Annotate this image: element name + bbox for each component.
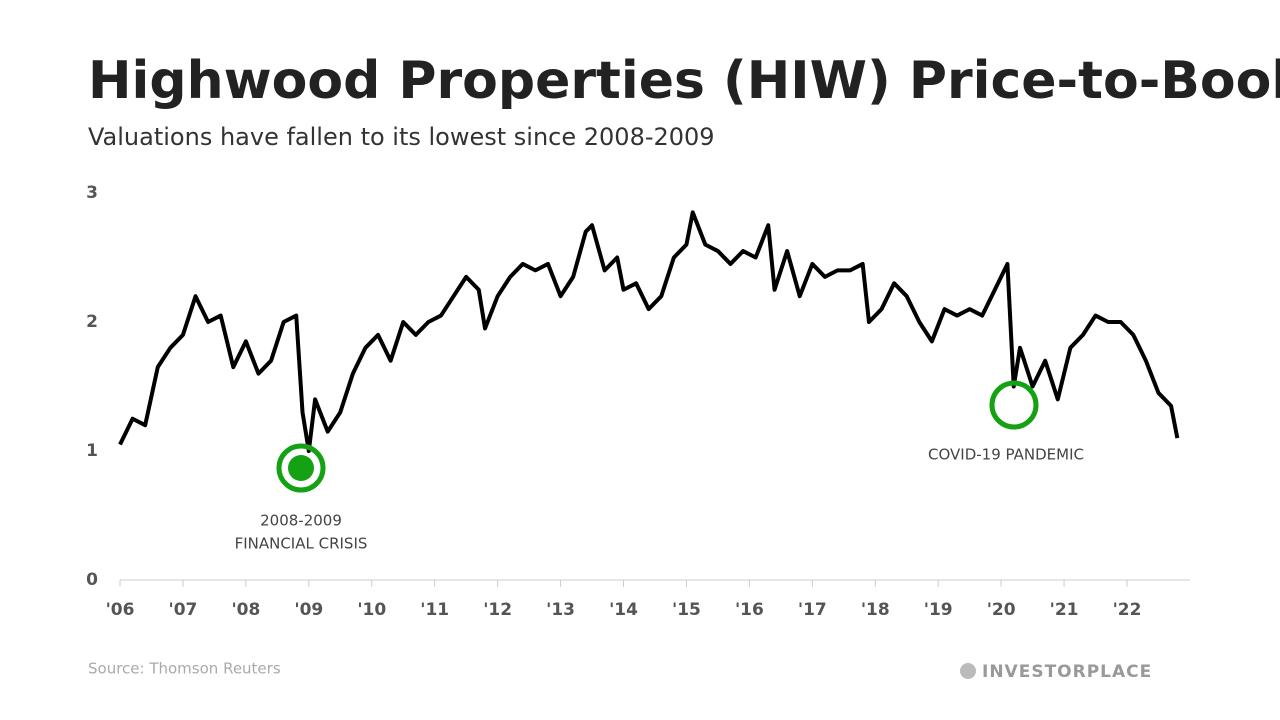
y-tick-label: 3	[86, 183, 98, 203]
y-tick-label: 1	[86, 441, 98, 461]
x-tick-label: '18	[861, 600, 890, 620]
brand: INVESTORPLACE	[982, 662, 1152, 682]
line	[118, 210, 1180, 453]
x-tick-label: '09	[294, 600, 323, 620]
y-tick-label: 2	[86, 312, 98, 332]
x-tick-label: '07	[169, 600, 198, 620]
x-tick-label: '11	[420, 600, 449, 620]
chart-subtitle: Valuations have fallen to its lowest sin…	[88, 123, 715, 151]
x-tick-label: '20	[987, 600, 1016, 620]
x-tick-label: '19	[924, 600, 953, 620]
x-tick-label: '08	[231, 600, 260, 620]
annotation: FINANCIAL CRISIS	[235, 535, 368, 553]
highlight-ring	[276, 443, 326, 493]
highlight-dot	[288, 455, 314, 481]
x-tick-label: '13	[546, 600, 575, 620]
brand-icon	[960, 663, 976, 679]
x-tick-label: '21	[1050, 600, 1079, 620]
x-tick-label: '10	[357, 600, 386, 620]
x-tick-label: '12	[483, 600, 512, 620]
x-tick-label: '06	[106, 600, 135, 620]
x-tick-label: '16	[735, 600, 764, 620]
highlight-ring	[989, 380, 1039, 430]
chart-title: Highwood Properties (HIW) Price-to-Book	[88, 51, 1280, 111]
x-tick-label: '14	[609, 600, 638, 620]
annotation: 2008-2009	[260, 512, 342, 530]
x-tick-label: '22	[1113, 600, 1142, 620]
y-tick-label: 0	[86, 570, 98, 590]
annotation: COVID-19 PANDEMIC	[928, 446, 1084, 464]
x-tick-label: '17	[798, 600, 827, 620]
source: Source: Thomson Reuters	[88, 660, 281, 678]
x-tick-label: '15	[672, 600, 701, 620]
